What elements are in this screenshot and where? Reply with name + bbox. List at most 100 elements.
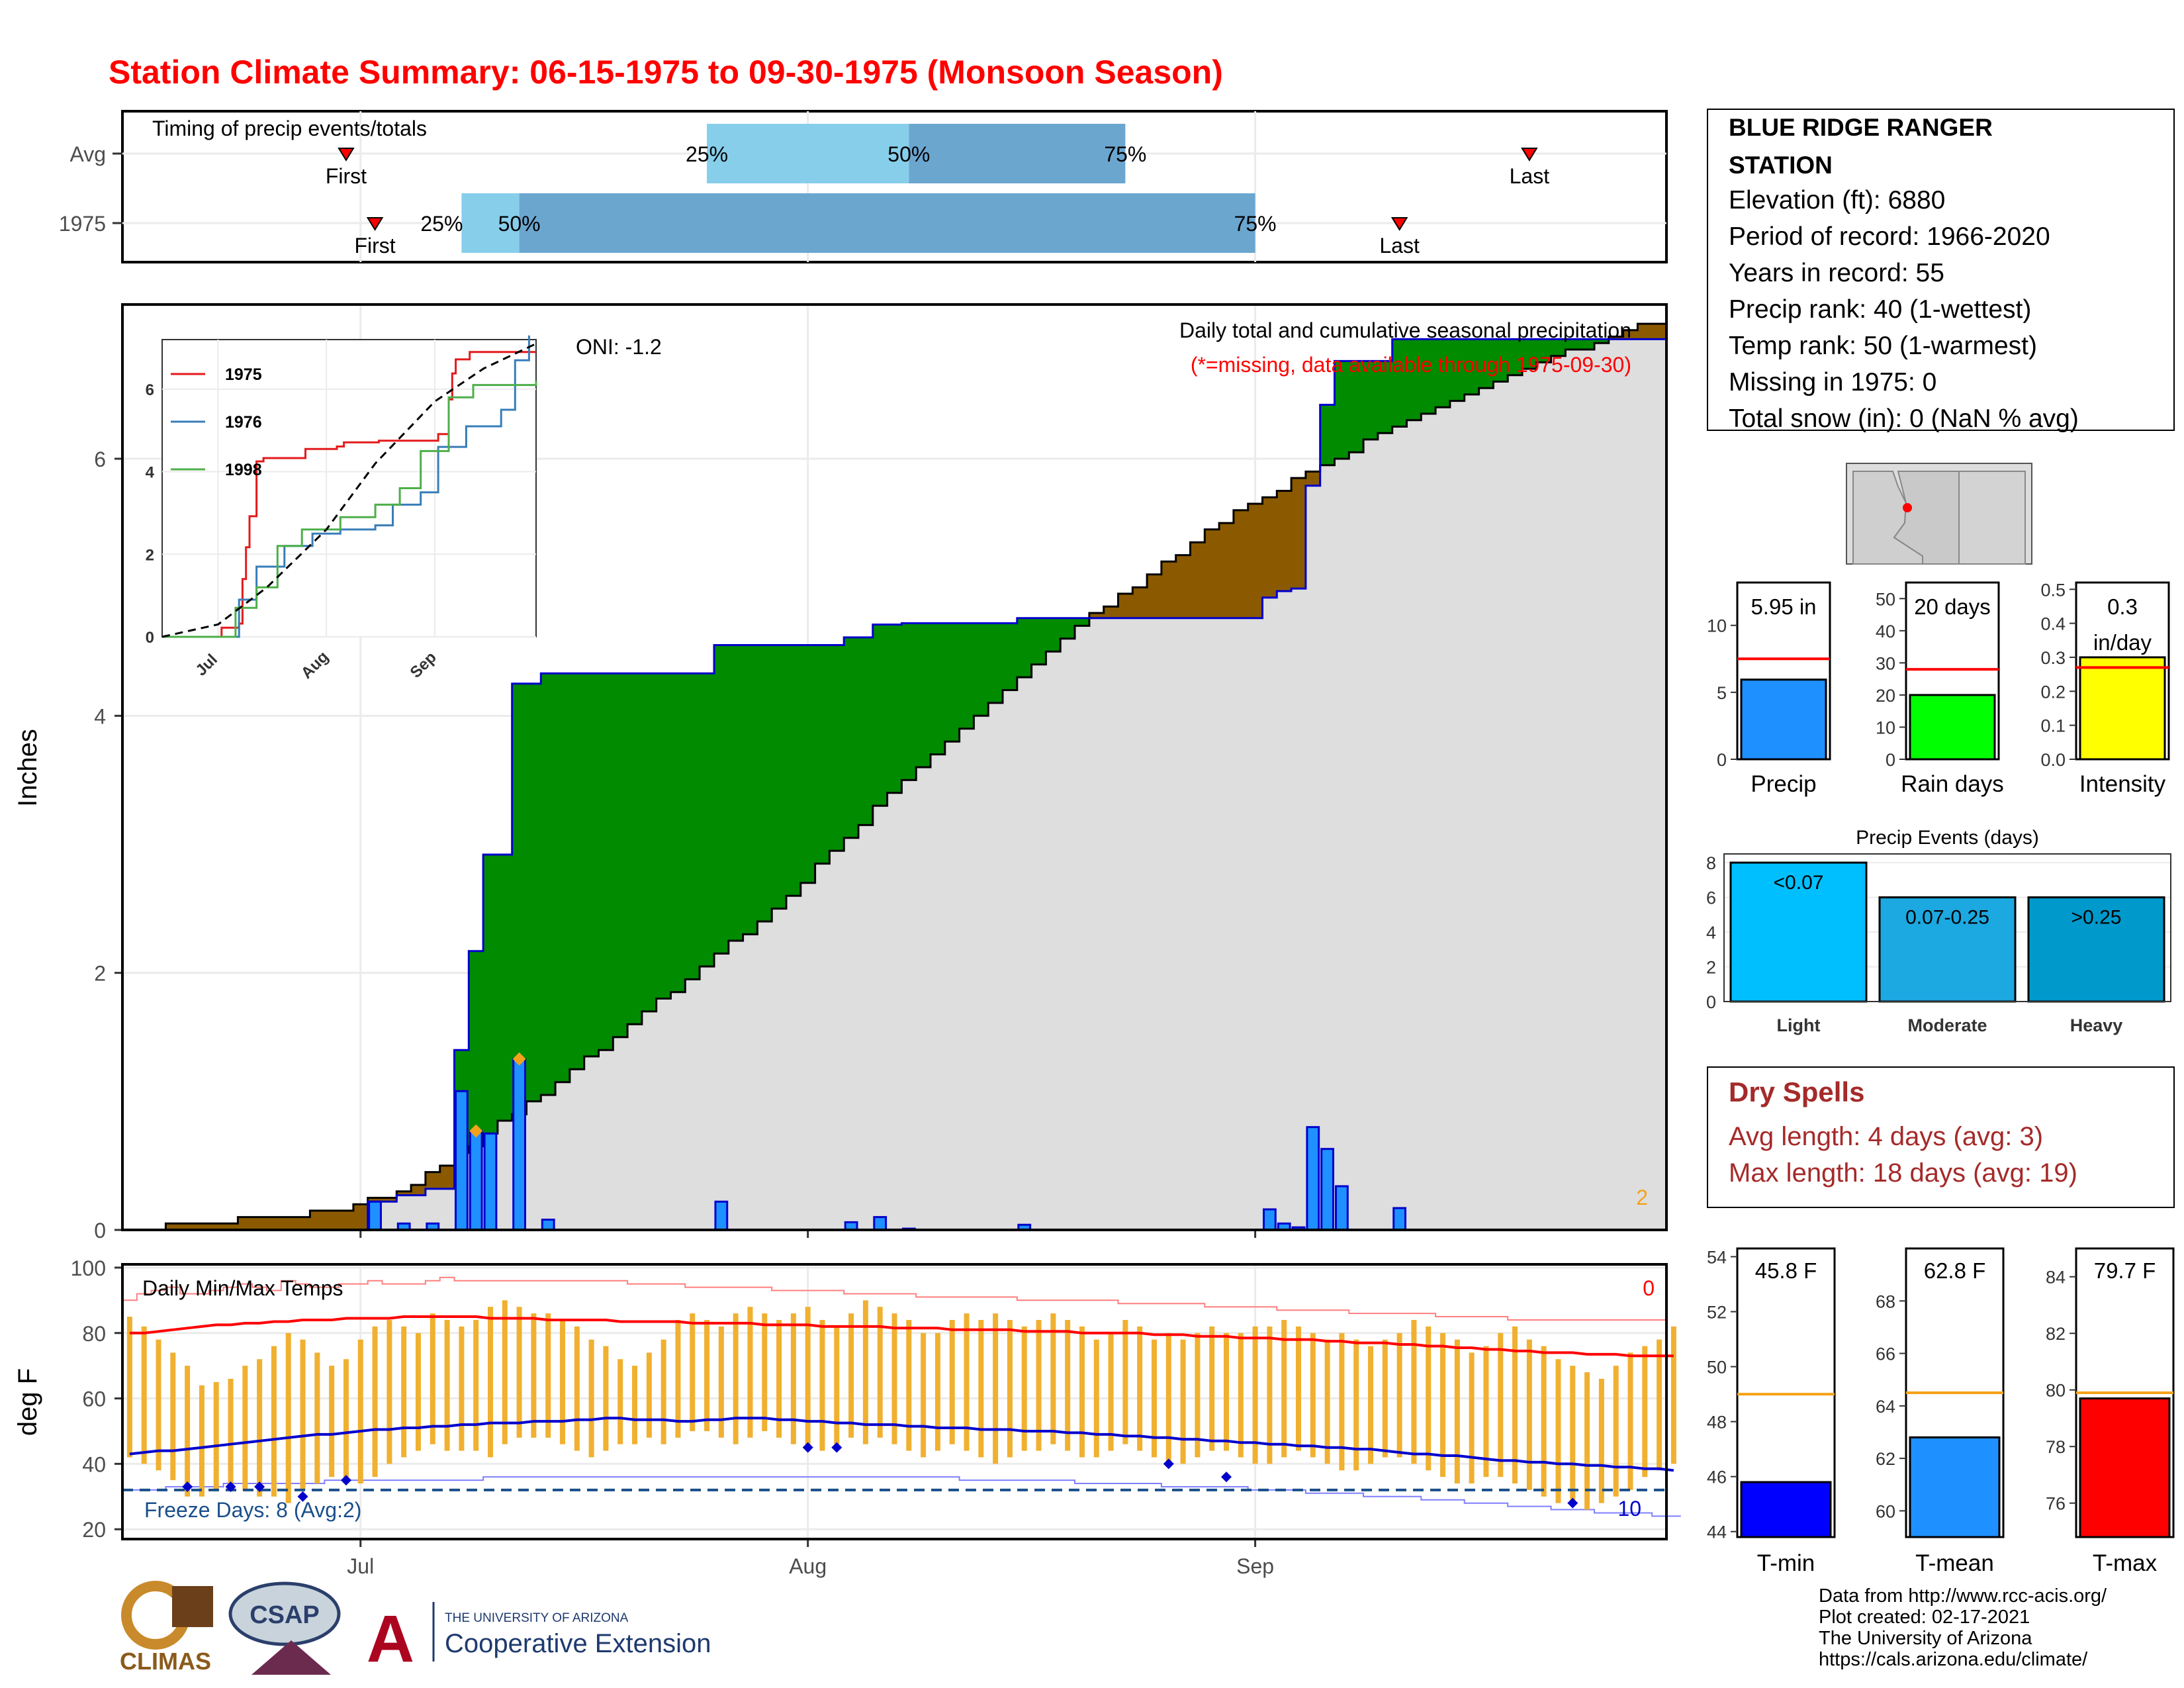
daily-precip-bar bbox=[1335, 1185, 1349, 1231]
temp-bar-tick-label: 78 bbox=[2046, 1437, 2066, 1457]
precip-surplus-area bbox=[1320, 404, 1336, 465]
daily-precip-bar bbox=[1306, 1126, 1320, 1231]
daily-temp-range-bar bbox=[185, 1366, 191, 1497]
mini-bar-tick-label: 0.3 bbox=[2040, 648, 2066, 668]
precip-deficit-area bbox=[1305, 471, 1321, 486]
climas-logo-text: CLIMAS bbox=[120, 1648, 211, 1675]
daily-temp-range-bar bbox=[314, 1352, 320, 1484]
precip-frame bbox=[121, 303, 1668, 1231]
mini-bar-label: Rain days bbox=[1901, 771, 2004, 797]
temp-bar-tick-label: 52 bbox=[1707, 1303, 1727, 1323]
inset-legend-label: 1998 bbox=[225, 461, 262, 479]
precip-surplus-area bbox=[1565, 339, 1580, 350]
precip-surplus-area bbox=[988, 623, 1003, 703]
daily-temp-range-bar bbox=[1512, 1326, 1518, 1484]
precip-deficit-area bbox=[238, 1217, 253, 1230]
daily-temp-range-bar bbox=[1238, 1333, 1244, 1458]
daily-temp-range-bar bbox=[545, 1313, 551, 1438]
freeze-marker bbox=[254, 1481, 265, 1492]
precip-deficit-area bbox=[223, 1223, 239, 1230]
precip-deficit-area bbox=[353, 1204, 369, 1230]
precip-surplus-area bbox=[1334, 361, 1349, 459]
record-low-line bbox=[122, 1476, 1681, 1517]
precip-surplus-area bbox=[512, 683, 527, 1115]
inset-avg-line bbox=[161, 342, 537, 638]
precip-deficit-area bbox=[295, 1217, 311, 1230]
timing-first-marker bbox=[338, 148, 355, 162]
daily-temp-range-bar bbox=[1007, 1319, 1013, 1458]
precip-surplus-area bbox=[743, 645, 758, 935]
footer-credit-line: The University of Arizona bbox=[1819, 1628, 2032, 1649]
precip-surplus-area bbox=[772, 645, 787, 909]
daily-temp-range-bar bbox=[1411, 1319, 1417, 1464]
daily-temp-range-bar bbox=[1570, 1366, 1576, 1503]
daily-temp-range-bar bbox=[733, 1313, 739, 1444]
temp-bar-tick-label: 80 bbox=[2046, 1381, 2066, 1401]
precip-surplus-area bbox=[713, 645, 729, 954]
timing-bar-25-50 bbox=[461, 193, 520, 253]
precip-surplus-area bbox=[656, 673, 672, 999]
precip-deficit-area bbox=[1277, 491, 1292, 591]
daily-temp-range-bar bbox=[387, 1319, 392, 1464]
temp-bar-value-label: 62.8 F bbox=[1924, 1258, 1986, 1283]
ua-logo-mark: A bbox=[367, 1602, 414, 1676]
precip-surplus-area bbox=[1435, 339, 1451, 408]
record-high-count: 0 bbox=[1643, 1276, 1655, 1300]
temp-bar-tick-label: 68 bbox=[1876, 1291, 1895, 1311]
page-title: Station Climate Summary: 06-15-1975 to 0… bbox=[109, 54, 1223, 91]
daily-temp-range-bar bbox=[329, 1366, 335, 1477]
temp-y-tick-label: 20 bbox=[82, 1518, 106, 1542]
daily-temp-range-bar bbox=[156, 1339, 161, 1471]
daily-temp-range-bar bbox=[660, 1339, 666, 1444]
precip-surplus-area bbox=[901, 623, 917, 780]
daily-temp-range-bar bbox=[790, 1313, 796, 1444]
timing-first-marker bbox=[366, 217, 384, 231]
mini-bar-tick-label: 0.4 bbox=[2040, 614, 2066, 634]
precip-deficit-area bbox=[1118, 593, 1133, 618]
record-low-count: 10 bbox=[1617, 1497, 1641, 1521]
daily-temp-range-bar bbox=[588, 1339, 594, 1458]
daily-precip-bar bbox=[483, 1132, 498, 1231]
station-info-line: Period of record: 1966-2020 bbox=[1729, 222, 2050, 251]
daily-precip-bar bbox=[714, 1200, 729, 1231]
daily-temp-range-bar bbox=[444, 1319, 450, 1451]
daily-temp-range-bar bbox=[1050, 1313, 1056, 1444]
daily-temp-range-bar bbox=[1584, 1372, 1590, 1510]
temp-y-axis-label: deg F bbox=[13, 1368, 42, 1436]
daily-temp-range-bar bbox=[1151, 1339, 1157, 1458]
precip-surplus-area bbox=[1464, 339, 1480, 395]
events-tick-label: 8 bbox=[1706, 853, 1716, 873]
precip-deficit-area bbox=[1608, 336, 1624, 340]
station-location-dot bbox=[1903, 503, 1912, 512]
daily-temp-range-bar bbox=[690, 1313, 696, 1431]
temp-frame bbox=[121, 1263, 1668, 1540]
station-info-line: Total snow (in): 0 (NaN % avg) bbox=[1729, 404, 2079, 433]
daily-temp-range-bar bbox=[1368, 1346, 1374, 1464]
missing-marker bbox=[512, 1052, 526, 1066]
station-name: STATION bbox=[1729, 152, 1833, 179]
mini-bar-value bbox=[1909, 694, 1996, 761]
temp-bar-tick-label: 44 bbox=[1707, 1523, 1727, 1542]
daily-temp-range-bar bbox=[646, 1352, 652, 1438]
daily-temp-range-bar bbox=[271, 1346, 277, 1497]
daily-temp-range-bar bbox=[487, 1307, 493, 1458]
precip-deficit-area bbox=[396, 1191, 412, 1196]
freeze-days-label: Freeze Days: 8 (Avg:2) bbox=[144, 1498, 361, 1522]
daily-temp-range-bar bbox=[1657, 1339, 1662, 1471]
daily-temp-range-bar bbox=[1469, 1352, 1475, 1484]
precip-surplus-area bbox=[1594, 339, 1610, 344]
precip-deficit-area bbox=[1219, 523, 1234, 618]
precip-deficit-area bbox=[324, 1210, 340, 1230]
precip-surplus-area bbox=[1349, 361, 1364, 453]
daily-temp-range-bar bbox=[228, 1378, 234, 1484]
temp-bar-tick-label: 82 bbox=[2046, 1324, 2066, 1344]
station-info-line: Years in record: 55 bbox=[1729, 259, 1944, 287]
mini-bar-value-label: 0.3 bbox=[2107, 594, 2138, 619]
temp-bar-value bbox=[1909, 1436, 2001, 1538]
footer-credit-line: Data from http://www.rcc-acis.org/ bbox=[1819, 1585, 2107, 1607]
freeze-marker bbox=[1163, 1458, 1174, 1470]
events-tick-label: 6 bbox=[1706, 888, 1716, 908]
